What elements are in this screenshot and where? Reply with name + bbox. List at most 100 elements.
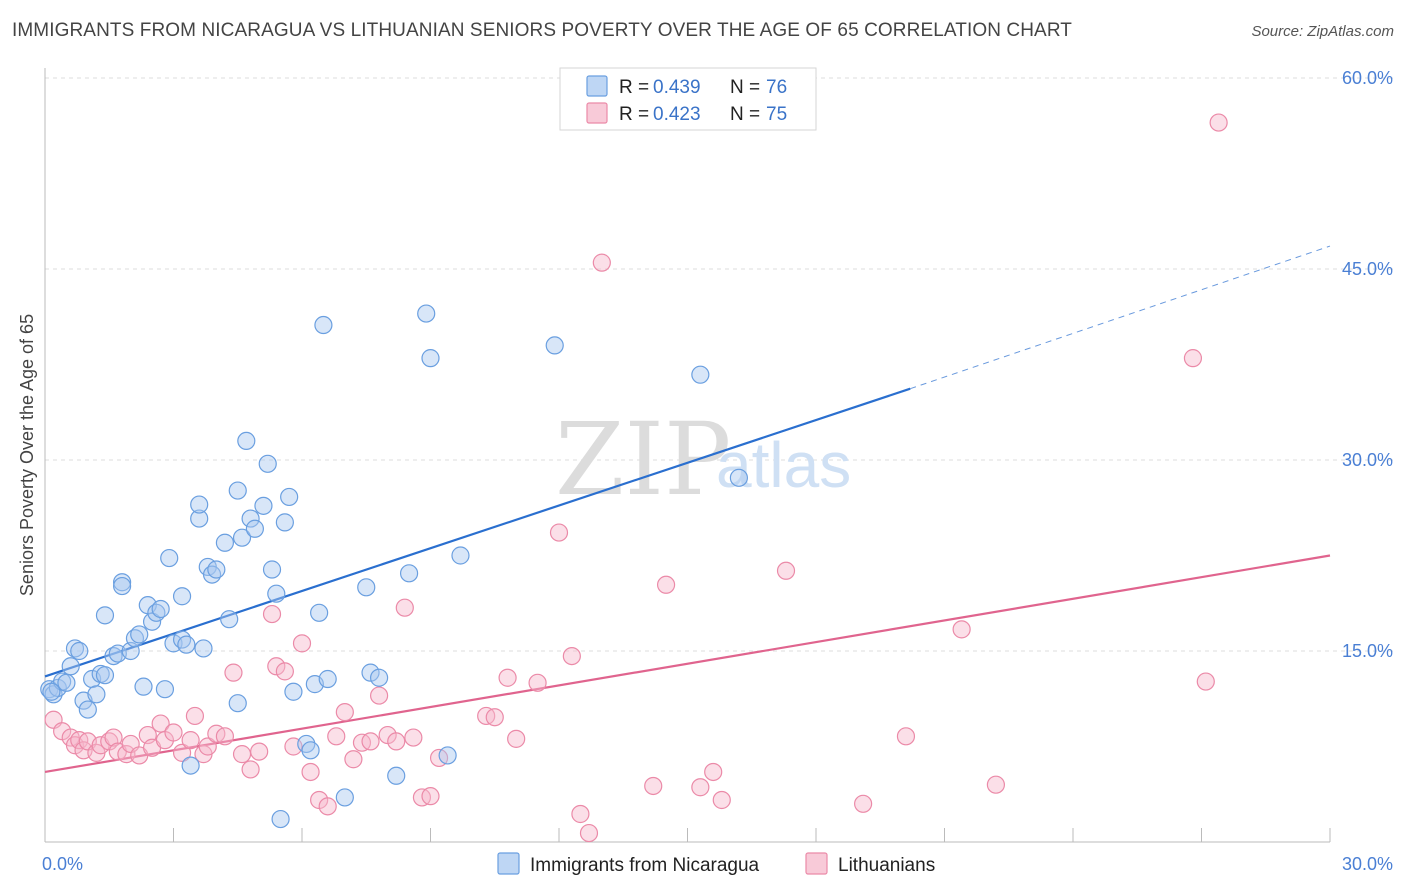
point-nicaragua [142, 612, 162, 631]
point-nicaragua [280, 487, 299, 507]
points-layer [40, 113, 1228, 843]
point-nicaragua [258, 454, 277, 473]
bottom-legend-swatch-nicaragua [497, 852, 520, 875]
point-nicaragua [215, 533, 234, 552]
point-nicaragua [155, 680, 175, 699]
trendline-nicaragua-extension [910, 245, 1331, 390]
point-lithuanians [579, 823, 599, 843]
point-lithuanians [404, 728, 423, 747]
point-nicaragua [262, 560, 282, 579]
point-lithuanians [181, 731, 200, 750]
point-lithuanians [896, 727, 916, 746]
point-lithuanians [387, 732, 406, 751]
point-nicaragua [70, 641, 89, 661]
point-lithuanians [395, 598, 414, 617]
legend-n-value: 75 [766, 104, 787, 125]
point-nicaragua [172, 587, 192, 606]
point-lithuanians [691, 778, 710, 797]
point-nicaragua [357, 578, 376, 597]
point-nicaragua [370, 668, 389, 687]
point-lithuanians [644, 776, 663, 796]
point-nicaragua [417, 304, 436, 323]
point-nicaragua [134, 677, 153, 696]
point-nicaragua [228, 481, 247, 500]
y-tick-label: 60.0% [1342, 68, 1393, 88]
point-lithuanians [370, 686, 389, 705]
watermark-atlas: atlas [716, 429, 851, 501]
point-lithuanians [986, 775, 1006, 794]
point-lithuanians [335, 703, 354, 722]
point-nicaragua [190, 509, 209, 528]
point-lithuanians [344, 750, 363, 769]
point-lithuanians [172, 743, 192, 762]
point-lithuanians [528, 673, 547, 692]
point-nicaragua [399, 564, 419, 583]
source-label: Source: ZipAtlas.com [1251, 23, 1394, 40]
point-lithuanians [104, 728, 123, 747]
point-nicaragua [545, 336, 564, 355]
point-lithuanians [712, 790, 731, 810]
point-lithuanians [854, 794, 873, 813]
axes-layer [44, 68, 1331, 843]
point-nicaragua [112, 576, 132, 596]
y-tick-label: 30.0% [1342, 450, 1393, 470]
point-nicaragua [421, 349, 440, 368]
point-nicaragua [151, 599, 170, 619]
chart-title: IMMIGRANTS FROM NICARAGUA VS LITHUANIAN … [12, 20, 1073, 41]
point-nicaragua [335, 788, 354, 807]
trendline-lithuanians [44, 554, 1331, 774]
point-nicaragua [194, 639, 213, 658]
point-lithuanians [952, 620, 971, 639]
point-nicaragua [207, 560, 226, 579]
trendline-nicaragua [44, 387, 911, 678]
point-nicaragua [275, 513, 294, 532]
point-nicaragua [87, 685, 106, 704]
point-lithuanians [507, 729, 526, 748]
point-lithuanians [361, 732, 380, 751]
legend-swatch-nicaragua [586, 75, 608, 97]
point-lithuanians [198, 737, 217, 756]
point-nicaragua [190, 495, 209, 514]
point-lithuanians [592, 253, 611, 272]
point-nicaragua [310, 603, 329, 622]
point-lithuanians [421, 787, 440, 806]
watermark: ZIP atlas [555, 401, 851, 518]
point-lithuanians [571, 804, 590, 824]
point-nicaragua [245, 519, 264, 538]
bottom-legend-label-nicaragua: Immigrants from Nicaragua [530, 855, 760, 876]
point-nicaragua [451, 546, 470, 565]
legend-r-value: 0.439 [653, 77, 701, 98]
point-lithuanians [262, 604, 282, 624]
point-nicaragua [691, 365, 710, 384]
legend-r-label: R = [619, 104, 649, 125]
point-nicaragua [220, 610, 239, 629]
point-lithuanians [151, 714, 170, 733]
trendline-layer [44, 245, 1331, 774]
legend-r-label: R = [619, 77, 649, 98]
point-lithuanians [1183, 349, 1203, 368]
point-lithuanians [656, 575, 676, 594]
point-lithuanians [232, 745, 252, 764]
y-tick-label: 45.0% [1342, 259, 1393, 279]
point-lithuanians [562, 646, 581, 666]
point-lithuanians [215, 727, 234, 746]
point-nicaragua [361, 663, 380, 682]
y-tick-label: 15.0% [1342, 641, 1393, 661]
point-nicaragua [729, 468, 749, 487]
point-lithuanians [776, 561, 796, 580]
point-lithuanians [1196, 672, 1215, 691]
point-nicaragua [57, 673, 76, 692]
point-nicaragua [130, 625, 149, 644]
point-lithuanians [275, 662, 294, 681]
point-nicaragua [314, 315, 333, 335]
point-lithuanians [318, 797, 337, 816]
point-lithuanians [241, 760, 260, 779]
point-nicaragua [267, 584, 286, 603]
point-nicaragua [78, 700, 97, 719]
point-nicaragua [228, 694, 247, 713]
bottom-legend-label-lithuanians: Lithuanians [838, 855, 935, 876]
point-nicaragua [438, 746, 457, 765]
point-nicaragua [61, 657, 80, 676]
tick-labels: 15.0% 30.0% 45.0% 60.0% 0.0% 30.0% [42, 68, 1393, 874]
point-nicaragua [42, 682, 61, 701]
